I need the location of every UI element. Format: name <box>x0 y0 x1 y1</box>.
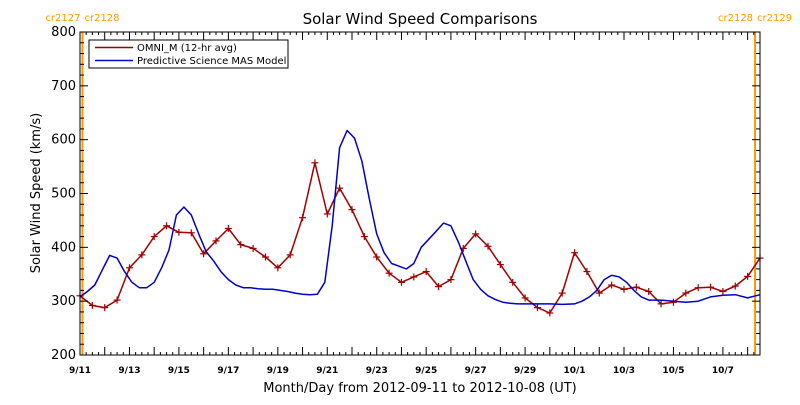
data-point-marker <box>744 272 752 280</box>
carrington-label-left: cr2127 <box>45 13 80 24</box>
y-tick-label: 600 <box>51 133 76 148</box>
x-tick-label: 10/3 <box>613 366 635 376</box>
x-tick-label: 10/1 <box>564 366 586 376</box>
data-point-marker <box>397 278 405 286</box>
legend-label-omni: OMNI_M (12-hr avg) <box>137 43 237 54</box>
data-point-marker <box>657 300 665 308</box>
data-point-marker <box>101 304 109 312</box>
data-point-marker <box>373 253 381 261</box>
data-point-marker <box>484 242 492 250</box>
data-point-marker <box>694 284 702 292</box>
data-point-marker <box>632 283 640 291</box>
x-tick-label: 9/23 <box>366 366 388 376</box>
data-point-marker <box>435 283 443 291</box>
data-point-marker <box>187 229 195 237</box>
legend-box <box>88 39 289 69</box>
y-tick-label: 800 <box>51 25 76 40</box>
data-point-marker <box>620 285 628 293</box>
data-point-marker <box>113 296 121 304</box>
x-tick-label: 10/7 <box>712 366 734 376</box>
x-tick-label: 9/15 <box>168 366 190 376</box>
data-point-marker <box>385 269 393 277</box>
data-point-marker <box>496 261 504 269</box>
data-point-marker <box>348 206 356 214</box>
data-point-marker <box>175 228 183 236</box>
data-point-marker <box>731 282 739 290</box>
data-point-marker <box>682 289 690 297</box>
data-point-marker <box>360 233 368 241</box>
data-point-marker <box>125 264 133 272</box>
data-point-marker <box>583 268 591 276</box>
data-point-marker <box>669 298 677 306</box>
data-point-marker <box>138 251 146 259</box>
y-tick-label: 500 <box>51 187 76 202</box>
data-point-marker <box>336 184 344 192</box>
carrington-label-right: cr2128 <box>84 13 119 24</box>
data-point-marker <box>212 237 220 245</box>
data-point-marker <box>645 287 653 295</box>
data-point-marker <box>546 309 554 317</box>
data-point-marker <box>472 230 480 238</box>
data-point-marker <box>447 276 455 284</box>
x-tick-label: 9/11 <box>69 366 91 376</box>
data-point-marker <box>608 281 616 289</box>
legend: OMNI_M (12-hr avg) Predictive Science MA… <box>88 39 289 69</box>
data-point-marker <box>274 264 282 272</box>
data-point-marker <box>150 233 158 241</box>
data-point-marker <box>200 250 208 258</box>
x-tick-label: 9/19 <box>267 366 289 376</box>
data-point-marker <box>163 222 171 230</box>
data-point-marker <box>422 268 430 276</box>
data-point-marker <box>224 224 232 232</box>
chart-title: Solar Wind Speed Comparisons <box>303 10 538 28</box>
x-tick-label: 9/21 <box>316 366 338 376</box>
x-tick-label: 9/17 <box>217 366 239 376</box>
y-axis-label: Solar Wind Speed (km/s) <box>29 113 44 273</box>
x-tick-label: 9/27 <box>465 366 487 376</box>
x-tick-label: 9/25 <box>415 366 437 376</box>
data-point-marker <box>707 283 715 291</box>
data-point-marker <box>323 210 331 218</box>
data-point-marker <box>311 159 319 167</box>
data-point-marker <box>299 214 307 222</box>
x-tick-label: 10/5 <box>662 366 684 376</box>
x-axis-label: Month/Day from 2012-09-11 to 2012-10-08 … <box>263 381 576 396</box>
y-tick-label: 200 <box>51 348 76 363</box>
data-point-marker <box>571 249 579 257</box>
x-tick-label: 9/13 <box>118 366 140 376</box>
data-point-marker <box>249 244 257 252</box>
data-point-marker <box>595 289 603 297</box>
data-point-marker <box>88 301 96 309</box>
carrington-label-left: cr2128 <box>718 13 753 24</box>
data-point-marker <box>286 251 294 259</box>
data-point-marker <box>558 289 566 297</box>
series-line-1 <box>79 129 761 306</box>
plot-frame <box>79 31 761 356</box>
carrington-label-right: cr2129 <box>757 13 792 24</box>
data-point-marker <box>261 253 269 261</box>
data-point-marker <box>533 304 541 312</box>
series-line-0 <box>79 162 761 314</box>
data-point-marker <box>410 273 418 281</box>
data-point-marker <box>509 278 517 286</box>
y-tick-label: 300 <box>51 294 76 309</box>
data-point-marker <box>237 241 245 249</box>
legend-label-mas: Predictive Science MAS Model <box>137 56 286 67</box>
x-tick-label: 9/29 <box>514 366 536 376</box>
data-point-marker <box>719 287 727 295</box>
y-tick-label: 400 <box>51 240 76 255</box>
y-tick-label: 700 <box>51 79 76 94</box>
data-point-marker <box>521 294 529 302</box>
